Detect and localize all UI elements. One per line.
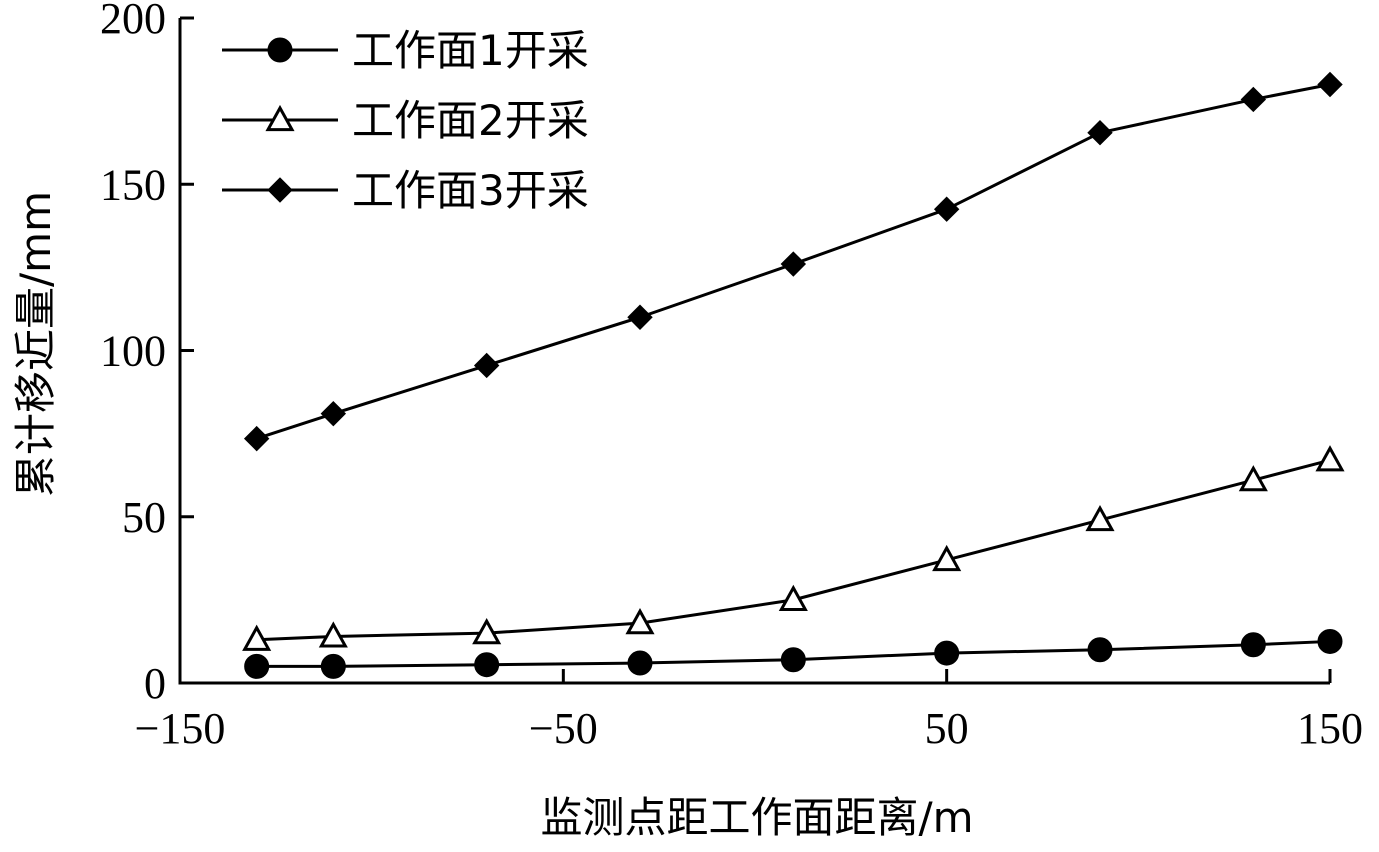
series-1-point [1240, 632, 1266, 658]
series-1-point [474, 652, 500, 678]
series-1-point [320, 653, 346, 679]
x-tick-label: 50 [925, 704, 969, 753]
series-3-point [473, 352, 500, 379]
legend-item-1: 工作面1开采 [222, 26, 589, 75]
series-3-point [627, 304, 653, 330]
legend-marker [267, 37, 293, 63]
series-3-point [933, 196, 960, 222]
series-2-point [1085, 504, 1115, 532]
series-2-line [256, 458, 1331, 642]
series-1-point [934, 640, 960, 666]
series-2-point [778, 584, 808, 611]
series-2-point [1315, 445, 1345, 472]
series-3 [243, 71, 1343, 452]
series-2-point [242, 624, 272, 651]
series-1-point [1317, 628, 1343, 654]
legend-marker [267, 177, 293, 203]
series-2-point [472, 618, 502, 645]
series-3-point [1240, 86, 1267, 113]
series-3-point [1087, 120, 1113, 146]
series-3-point [243, 425, 270, 452]
x-tick-label: −50 [529, 704, 598, 753]
series-1-point [627, 650, 653, 676]
legend-label: 工作面3开采 [352, 166, 589, 215]
y-tick-label: 50 [122, 493, 166, 542]
y-tick-label: 0 [144, 659, 166, 708]
series-3-point [780, 251, 807, 277]
series-1 [244, 628, 1343, 679]
legend-label: 工作面2开采 [352, 96, 589, 145]
y-tick-label: 150 [100, 160, 166, 209]
y-tick-label: 200 [100, 0, 166, 43]
axes: 0 50 100 150 200 −150 −50 50 150 [100, 0, 1363, 753]
series-layer [242, 71, 1345, 679]
series-2-point [932, 544, 962, 572]
y-tick-label: 100 [100, 327, 166, 376]
series-3-point [320, 400, 347, 427]
series-2-point [318, 621, 348, 648]
x-tick-label: −150 [135, 704, 226, 753]
series-1-point [244, 653, 270, 679]
legend-item-3: 工作面3开采 [222, 166, 589, 215]
series-2 [242, 445, 1345, 651]
series-1-point [780, 647, 806, 673]
series-3-point [1317, 71, 1343, 98]
x-axis-title: 监测点距工作面距离/m [540, 793, 973, 842]
series-2-point [1238, 465, 1268, 492]
series-2-point [625, 608, 655, 635]
legend-marker [265, 104, 295, 132]
y-axis-title: 累计移近量/mm [11, 191, 60, 497]
legend-item-2: 工作面2开采 [222, 96, 589, 145]
x-tick-label: 150 [1297, 704, 1363, 753]
series-1-point [1087, 637, 1113, 663]
legend-label: 工作面1开采 [352, 26, 589, 75]
